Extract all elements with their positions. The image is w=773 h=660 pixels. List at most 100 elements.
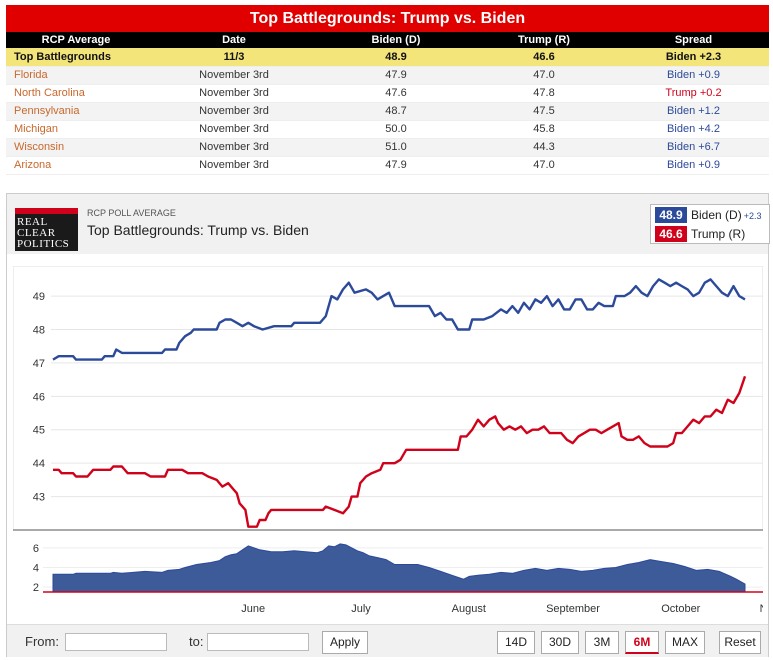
range-max-button[interactable]: MAX [665, 631, 705, 654]
poll-average-label: RCP POLL AVERAGE [87, 208, 176, 218]
race-biden: 47.6 [322, 84, 470, 103]
race-date: November 3rd [146, 66, 322, 85]
race-trump: 47.0 [470, 156, 618, 175]
chart-controls: From: to: Apply 14D 30D 3M 6M MAX Reset [7, 624, 768, 657]
main-y-tick-label: 44 [33, 458, 45, 470]
from-date-input[interactable] [65, 633, 167, 651]
x-month-label: September [546, 603, 600, 615]
from-label: From: [25, 634, 59, 649]
race-trump: 45.8 [470, 120, 618, 139]
logo-line-2: CLEAR [17, 227, 56, 239]
race-date: November 3rd [146, 156, 322, 175]
average-date: 11/3 [146, 48, 322, 67]
main-y-tick-label: 45 [33, 425, 45, 437]
apply-button[interactable]: Apply [322, 631, 368, 654]
main-y-tick-label: 47 [33, 358, 45, 370]
range-6m-button[interactable]: 6M [625, 631, 659, 654]
logo-line-3: POLITICS [17, 238, 70, 250]
chart-legend: 48.9 Biden (D) +2.3 46.6 Trump (R) [650, 204, 770, 244]
spread-area [52, 543, 746, 593]
to-label: to: [189, 634, 204, 649]
legend-biden: 48.9 Biden (D) +2.3 [655, 207, 761, 223]
race-spread: Biden +4.2 [618, 120, 769, 139]
race-trump: 47.0 [470, 66, 618, 85]
range-30d-button[interactable]: 30D [541, 631, 579, 654]
race-date: November 3rd [146, 138, 322, 157]
main-plot-area [13, 266, 763, 531]
average-row: Top Battlegrounds 11/3 48.9 46.6 Biden +… [6, 48, 769, 67]
rcp-logo[interactable]: REAL CLEAR POLITICS [15, 208, 78, 251]
spread-y-tick-label: 6 [33, 543, 39, 555]
race-date: November 3rd [146, 120, 322, 139]
spread-y-tick-label: 4 [33, 562, 39, 574]
race-biden: 47.9 [322, 66, 470, 85]
x-month-label: July [351, 603, 371, 615]
table-row: Wisconsin November 3rd 51.0 44.3 Biden +6.7 [6, 138, 769, 157]
rcp-average-table: RCP Average Date Biden (D) Trump (R) Spr… [6, 32, 769, 175]
race-trump: 44.3 [470, 138, 618, 157]
x-month-label: November [760, 603, 763, 615]
table-row: Arizona November 3rd 47.9 47.0 Biden +0.9 [6, 156, 769, 175]
range-3m-button[interactable]: 3M [585, 631, 619, 654]
logo-line-1: REAL [17, 216, 48, 228]
rcp-chart-panel: REAL CLEAR POLITICS RCP POLL AVERAGE Top… [6, 193, 770, 657]
race-date: November 3rd [146, 84, 322, 103]
chart-title: Top Battlegrounds: Trump vs. Biden [87, 222, 309, 238]
header-biden: Biden (D) [371, 34, 421, 46]
header-spread: Spread [674, 34, 713, 46]
table-row: Pennsylvania November 3rd 48.7 47.5 Biden +1… [6, 102, 769, 121]
race-link[interactable]: Michigan [6, 120, 146, 139]
race-link[interactable]: Florida [6, 66, 146, 85]
race-trump: 47.5 [470, 102, 618, 121]
average-trump: 46.6 [470, 48, 618, 67]
table-row: Michigan November 3rd 50.0 45.8 Biden +4.2 [6, 120, 769, 139]
spread-y-tick-label: 2 [33, 582, 39, 594]
race-link[interactable]: Arizona [6, 156, 146, 175]
chart-header: REAL CLEAR POLITICS RCP POLL AVERAGE Top… [7, 194, 770, 254]
legend-trump: 46.6 Trump (R) [655, 226, 745, 242]
average-biden: 48.9 [322, 48, 470, 67]
main-y-tick-label: 49 [33, 291, 45, 303]
race-biden: 50.0 [322, 120, 470, 139]
table-title: Top Battlegrounds: Trump vs. Biden [6, 5, 769, 32]
header-rcp-average: RCP Average [41, 34, 111, 46]
main-y-tick-label: 46 [33, 391, 45, 403]
race-biden: 48.7 [322, 102, 470, 121]
race-biden: 47.9 [322, 156, 470, 175]
table-row: North Carolina November 3rd 47.6 47.8 Trump … [6, 84, 769, 103]
main-y-tick-label: 43 [33, 492, 45, 504]
reset-button[interactable]: Reset [719, 631, 761, 654]
race-spread: Biden +1.2 [618, 102, 769, 121]
legend-trump-value: 46.6 [655, 226, 687, 242]
trump-series-line [53, 375, 747, 528]
legend-biden-value: 48.9 [655, 207, 687, 223]
header-trump: Trump (R) [518, 34, 570, 46]
to-date-input[interactable] [207, 633, 309, 651]
x-month-label: October [661, 603, 700, 615]
table-header-row: RCP Average Date Biden (D) Trump (R) Spr… [6, 32, 769, 48]
rcp-table: Top Battlegrounds: Trump vs. Biden RCP A… [6, 5, 769, 175]
race-link[interactable]: North Carolina [6, 84, 146, 103]
race-date: November 3rd [146, 102, 322, 121]
x-month-label: June [241, 603, 265, 615]
range-14d-button[interactable]: 14D [497, 631, 535, 654]
legend-biden-label: Biden (D) [691, 208, 742, 222]
average-spread: Biden +2.3 [618, 48, 769, 67]
average-race: Top Battlegrounds [6, 48, 146, 67]
race-link[interactable]: Pennsylvania [6, 102, 146, 121]
main-y-tick-label: 48 [33, 324, 45, 336]
x-month-label: August [452, 603, 486, 615]
race-spread: Trump +0.2 [618, 84, 769, 103]
race-link[interactable]: Wisconsin [6, 138, 146, 157]
table-row: Florida November 3rd 47.9 47.0 Biden +0.9 [6, 66, 769, 85]
race-biden: 51.0 [322, 138, 470, 157]
legend-biden-spread: +2.3 [743, 211, 762, 221]
race-spread: Biden +6.7 [618, 138, 769, 157]
race-spread: Biden +0.9 [618, 66, 769, 85]
race-spread: Biden +0.9 [618, 156, 769, 175]
legend-trump-label: Trump (R) [691, 227, 746, 241]
header-date: Date [222, 34, 246, 46]
biden-series-line [52, 278, 746, 361]
race-trump: 47.8 [470, 84, 618, 103]
